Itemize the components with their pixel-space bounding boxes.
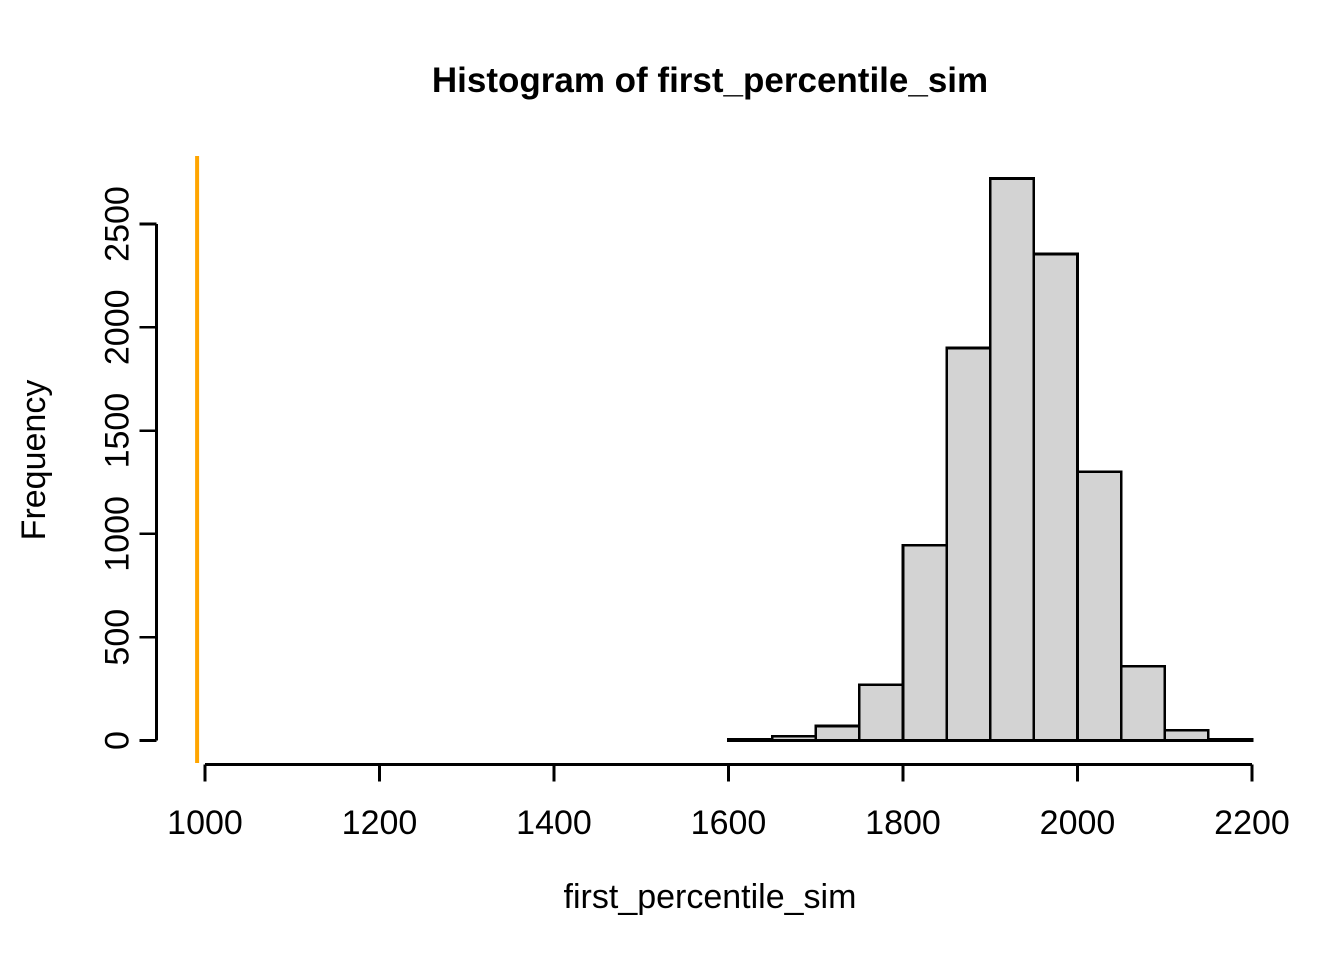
x-tick-label: 1200 xyxy=(342,804,418,842)
chart-title: Histogram of first_percentile_sim xyxy=(432,61,988,100)
x-tick-label: 1000 xyxy=(167,804,243,842)
histogram-bar xyxy=(945,346,992,742)
x-tick-label: 1600 xyxy=(691,804,767,842)
histogram-bar xyxy=(858,683,905,742)
histogram-bar xyxy=(1207,738,1254,742)
histogram-bar xyxy=(1163,728,1210,742)
x-tick-label: 1800 xyxy=(865,804,941,842)
axes xyxy=(139,222,1254,782)
y-tick-label: 2500 xyxy=(99,186,137,262)
y-tick-label: 1000 xyxy=(99,496,137,572)
y-tick-label: 500 xyxy=(99,609,137,666)
histogram-bar xyxy=(814,724,861,742)
tick-labels: 0 500 1000 1500 2000 2500 1000 1200 1400 1600 1800… xyxy=(99,186,1290,842)
histogram-bar xyxy=(988,177,1036,742)
histogram-bar xyxy=(770,735,817,742)
histogram-bar xyxy=(1076,470,1123,742)
y-tick-label: 1500 xyxy=(99,393,137,469)
histogram-bar xyxy=(1119,664,1166,742)
x-tick-label: 1400 xyxy=(516,804,592,842)
histogram-bar xyxy=(901,543,948,742)
histogram-bars xyxy=(727,177,1254,742)
y-tick-label: 0 xyxy=(99,731,137,750)
y-tick-label: 2000 xyxy=(99,289,137,365)
histogram-bar xyxy=(1032,252,1079,742)
y-axis-title: Frequency xyxy=(15,380,53,541)
x-axis-title: first_percentile_sim xyxy=(564,878,857,916)
x-tick-label: 2000 xyxy=(1040,804,1116,842)
histogram-bar xyxy=(727,738,774,742)
x-tick-label: 2200 xyxy=(1214,804,1290,842)
